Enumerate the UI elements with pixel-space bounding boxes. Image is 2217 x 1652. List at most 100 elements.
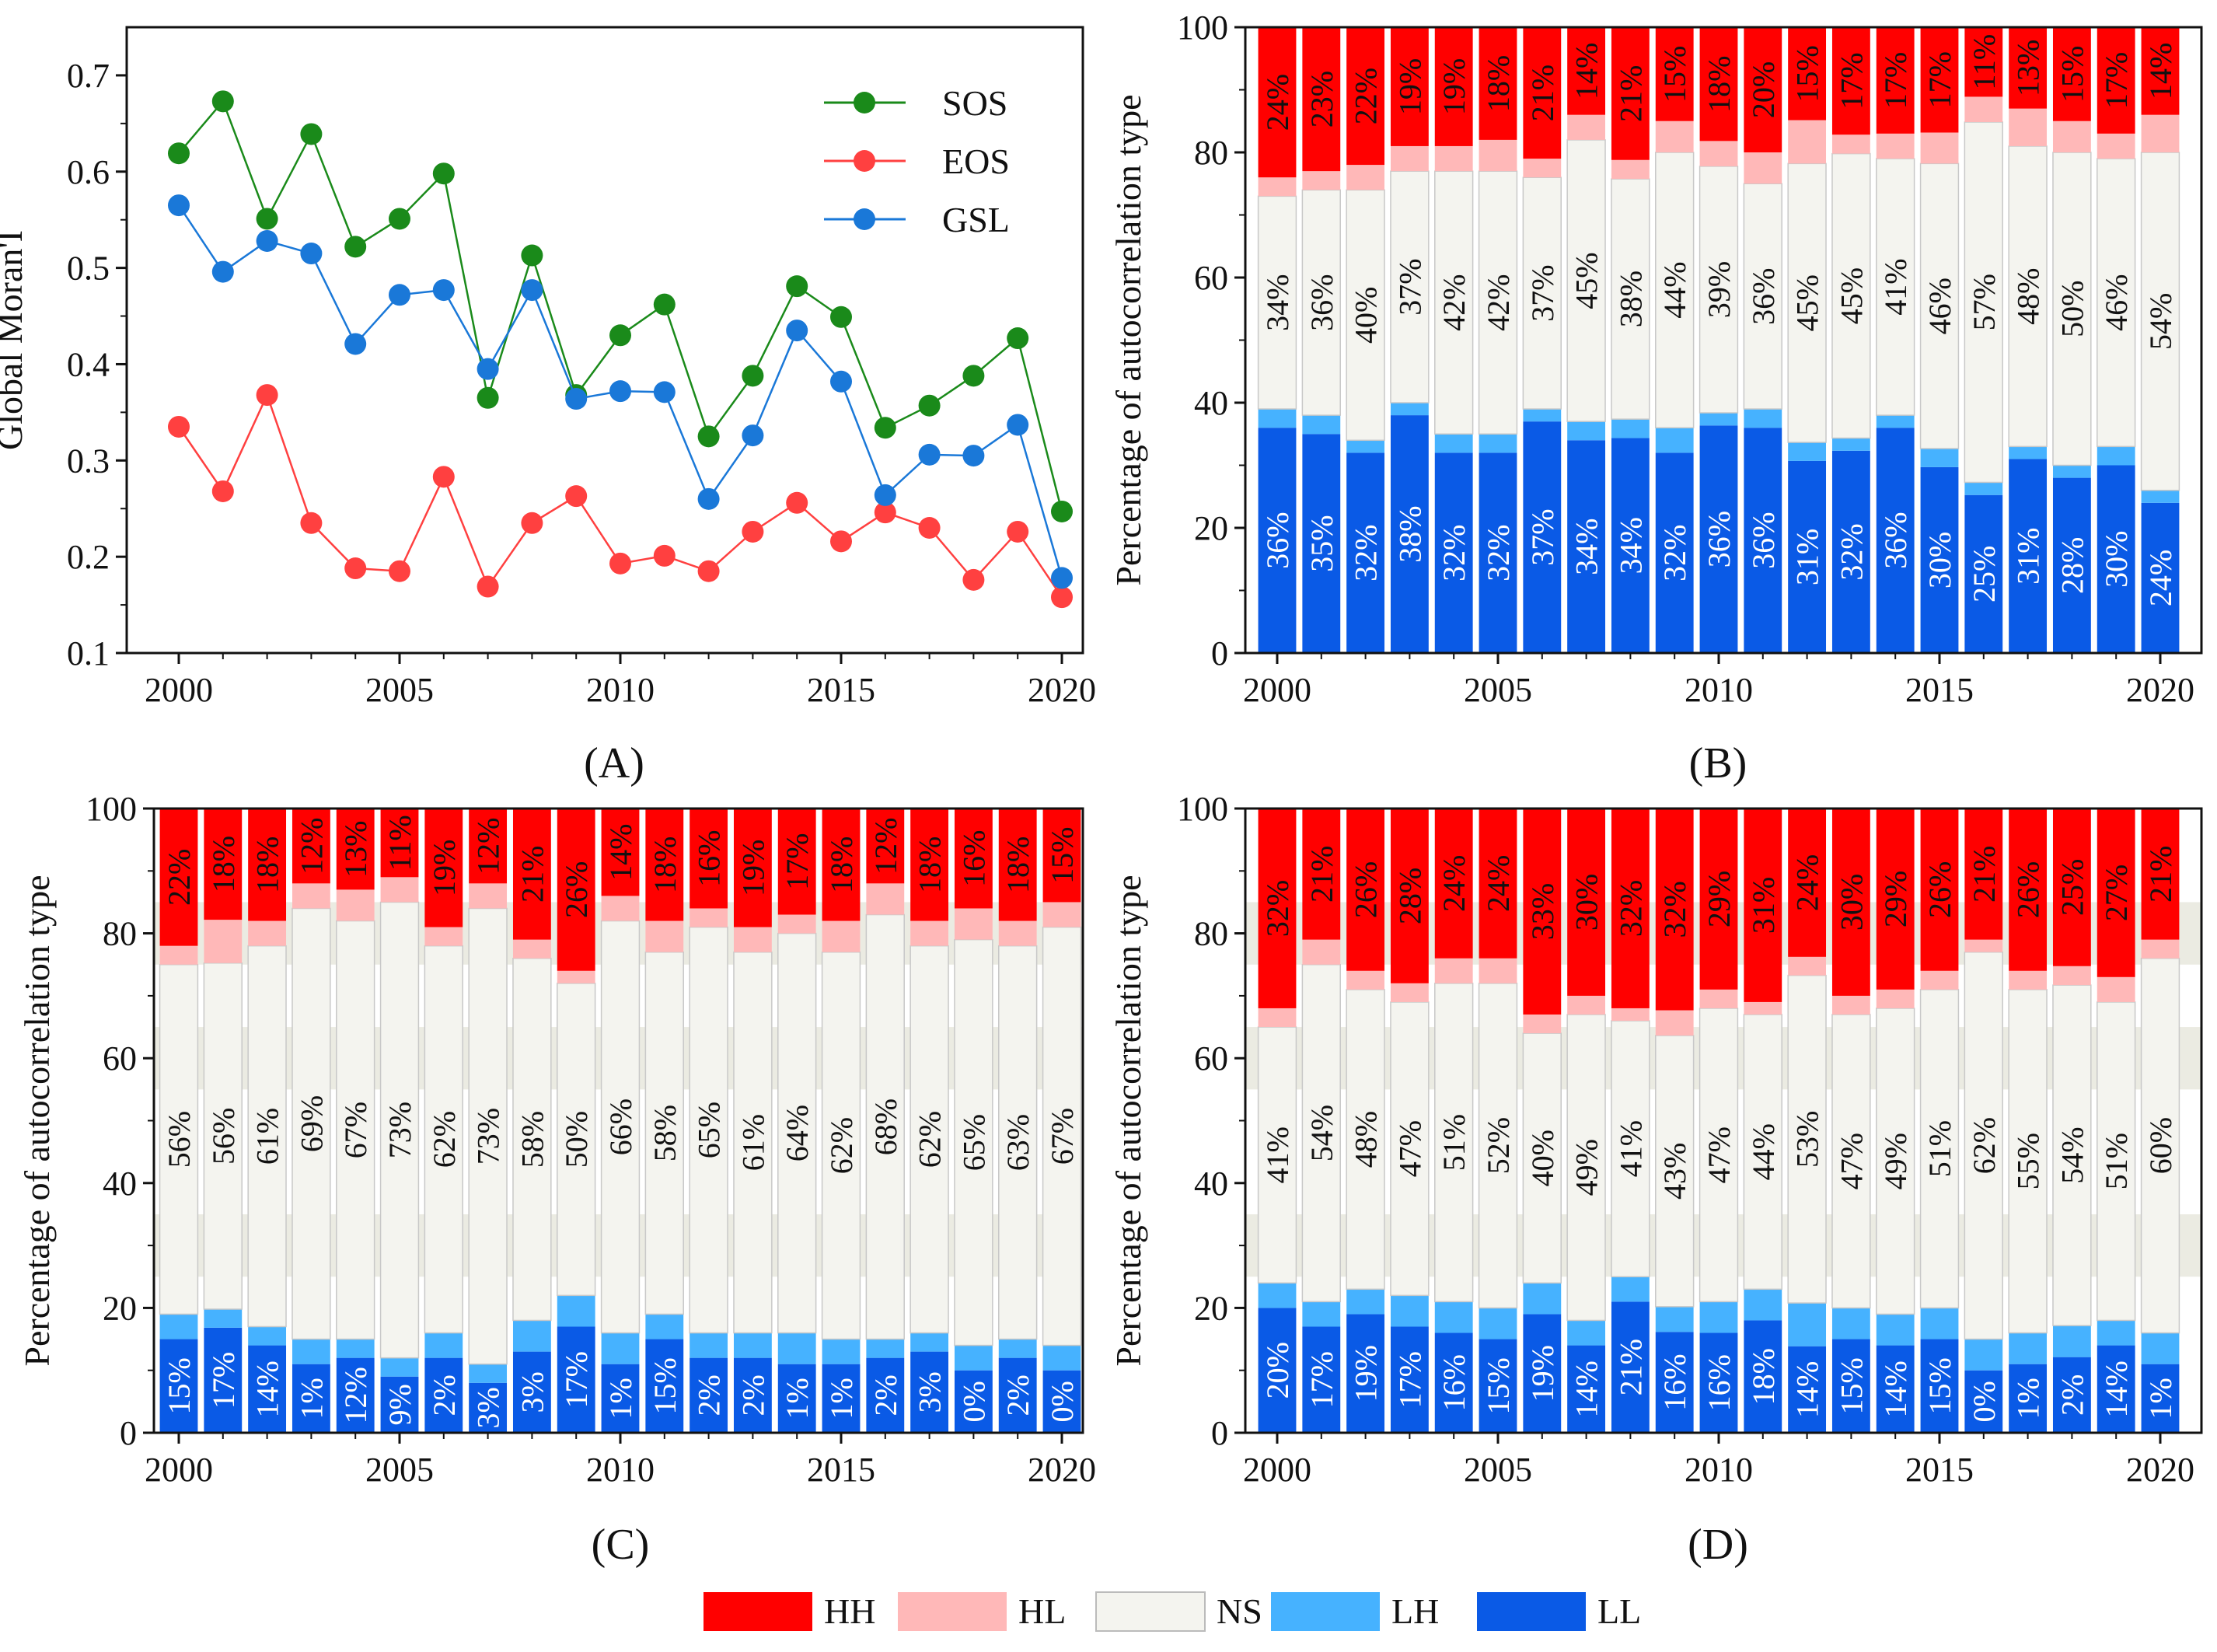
bar-lh-2004 [336, 1339, 375, 1358]
bar-hl-2013 [733, 927, 772, 952]
bar-lh-2000 [159, 1314, 198, 1339]
point-gsl-2017 [918, 443, 941, 466]
bar-lh-2008 [1611, 1277, 1650, 1302]
bar-ll-2018 [2052, 477, 2091, 653]
bar-hh-2016 [1964, 27, 2003, 97]
bar-lh-2009 [1655, 1306, 1694, 1332]
bar-lh-2018 [2052, 465, 2091, 478]
bar-lh-2012 [690, 1332, 728, 1358]
bar-label-ns-2015: 62% [824, 1117, 859, 1174]
point-gsl-2006 [432, 279, 455, 302]
x-tick-label: 2015 [1905, 1451, 1974, 1489]
y-axis-label: Percentage of autocorrelation type [17, 875, 57, 1366]
bar-ns-2017 [2008, 989, 2048, 1334]
bar-label-ns-2018: 65% [956, 1114, 991, 1171]
bar-ll-2016 [866, 1357, 905, 1433]
point-sos-2006 [432, 162, 455, 185]
bar-ll-2000 [1258, 1308, 1297, 1433]
bar-lh-2020 [2141, 1332, 2180, 1364]
bar-ll-2000 [1258, 428, 1297, 653]
y-tick-label: 0 [1211, 1414, 1228, 1452]
bar-hl-2004 [1434, 958, 1473, 983]
y-tick-label: 0.3 [67, 442, 110, 480]
line-legend: SOS EOS GSL [824, 83, 1010, 239]
point-eos-2014 [786, 491, 808, 514]
point-sos-2000 [168, 142, 190, 165]
bar-hh-2001 [1302, 27, 1341, 172]
bar-ll-2005 [1479, 1339, 1517, 1433]
bar-label-ns-2010: 66% [603, 1098, 638, 1155]
point-sos-2004 [344, 236, 367, 258]
point-sos-2007 [477, 386, 499, 409]
x-tick-label: 2010 [1685, 671, 1753, 709]
bar-hl-2019 [998, 920, 1037, 946]
bar-label-ns-2002: 61% [250, 1108, 285, 1165]
bar-ll-2018 [954, 1370, 993, 1433]
y-tick-label: 20 [103, 1289, 137, 1327]
bar-label-ns-2017: 55% [2011, 1133, 2046, 1189]
bar-label-ns-2000: 56% [162, 1111, 197, 1168]
bar-ns-2008 [1611, 178, 1650, 420]
bar-ll-2007 [1567, 440, 1606, 653]
bar-label-ll-2001: 35% [1304, 515, 1339, 571]
bar-lh-2006 [424, 1332, 463, 1358]
bar-ll-2014 [1876, 1345, 1915, 1433]
bar-ll-2015 [1920, 1339, 1959, 1433]
bar-hl-2016 [866, 883, 905, 915]
bar-hh-2002 [248, 809, 287, 921]
bar-ll-2005 [380, 1376, 419, 1433]
y-tick-label: 0.6 [67, 153, 110, 191]
y-tick-label: 0.7 [67, 57, 110, 95]
bar-lh-2018 [954, 1345, 993, 1371]
bar-label-ll-2002: 19% [1349, 1345, 1384, 1402]
bar-hl-2013 [1831, 134, 1870, 154]
bar-lh-2013 [1831, 1308, 1870, 1339]
bar-hh-2003 [1390, 27, 1429, 146]
bar-lh-2012 [1788, 1303, 1827, 1346]
bar-label-ll-2006: 37% [1525, 508, 1560, 565]
bar-label-ll-2003: 1% [294, 1378, 329, 1419]
bar-hh-2016 [866, 809, 905, 884]
bar-ll-2009 [1655, 452, 1694, 653]
bar-label-ns-2017: 62% [913, 1111, 948, 1168]
bar-label-ns-2000: 34% [1260, 274, 1295, 331]
point-eos-2020 [1051, 586, 1073, 609]
bar-label-hh-2015: 18% [824, 836, 859, 893]
bar-label-ns-2019: 63% [1000, 1114, 1035, 1171]
bar-hl-2020 [1042, 902, 1081, 927]
bar-ll-2017 [910, 1351, 949, 1433]
bar-label-ns-2014: 49% [1878, 1133, 1913, 1189]
bar-ll-2020 [2141, 502, 2180, 653]
bar-label-ns-2004: 67% [338, 1102, 373, 1158]
bar-label-hh-2007: 14% [1569, 43, 1604, 100]
bar-ns-2006 [1522, 176, 1562, 410]
bar-hl-2010 [601, 896, 640, 921]
bar-label-hh-2011: 20% [1746, 61, 1781, 118]
bar-legend: HH HL NS LH LL [704, 1591, 1641, 1632]
bar-lh-2015 [1920, 448, 1959, 467]
bar-label-ll-2013: 32% [1834, 523, 1869, 580]
bar-label-hh-2015: 17% [1922, 51, 1957, 108]
bar-label-ns-2014: 64% [780, 1105, 815, 1161]
bar-label-hh-2014: 17% [1878, 52, 1913, 109]
y-tick-label: 0.4 [67, 345, 110, 383]
bar-label-ns-2020: 67% [1045, 1108, 1080, 1165]
bar-ll-2017 [2009, 1364, 2048, 1433]
bar-label-ns-2012: 53% [1790, 1111, 1825, 1168]
bar-ns-2020 [1042, 926, 1082, 1346]
bar-ll-2013 [733, 1357, 772, 1433]
bar-label-hh-2018: 16% [956, 830, 991, 887]
x-tick-label: 2010 [1685, 1451, 1753, 1489]
bar-label-ns-2007: 73% [471, 1108, 506, 1165]
x-tick-label: 2020 [1028, 671, 1096, 709]
bar-label-ns-2007: 49% [1569, 1139, 1604, 1196]
bar-lh-2002 [1346, 440, 1385, 453]
bar-label-hh-2011: 31% [1746, 877, 1781, 934]
point-eos-2010 [609, 552, 631, 575]
bar-lh-2008 [1611, 419, 1650, 438]
bar-label-hh-2016: 11% [1967, 34, 2002, 90]
bar-ns-2000 [159, 964, 199, 1315]
bar-hh-2019 [2097, 809, 2135, 977]
point-gsl-2010 [609, 380, 631, 403]
